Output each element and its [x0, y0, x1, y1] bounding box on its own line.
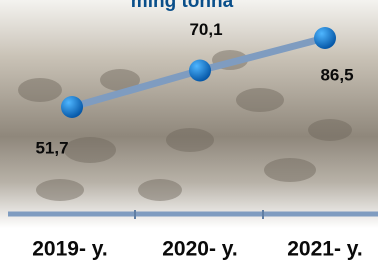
- x-tick-label: 2020- y.: [162, 238, 238, 261]
- chart-title: ming tonna: [131, 0, 234, 12]
- data-label: 70,1: [189, 20, 222, 39]
- data-point: [314, 27, 336, 49]
- data-point: [189, 60, 211, 82]
- x-tick-label: 2021- y.: [287, 238, 363, 261]
- data-label: 86,5: [320, 65, 353, 84]
- chart: ming tonna 2019- y. 2020- y. 2021- y. 51,7 7…: [0, 0, 378, 272]
- data-point: [61, 96, 83, 118]
- x-tick-label: 2019- y.: [32, 238, 108, 261]
- data-label: 51,7: [35, 138, 68, 157]
